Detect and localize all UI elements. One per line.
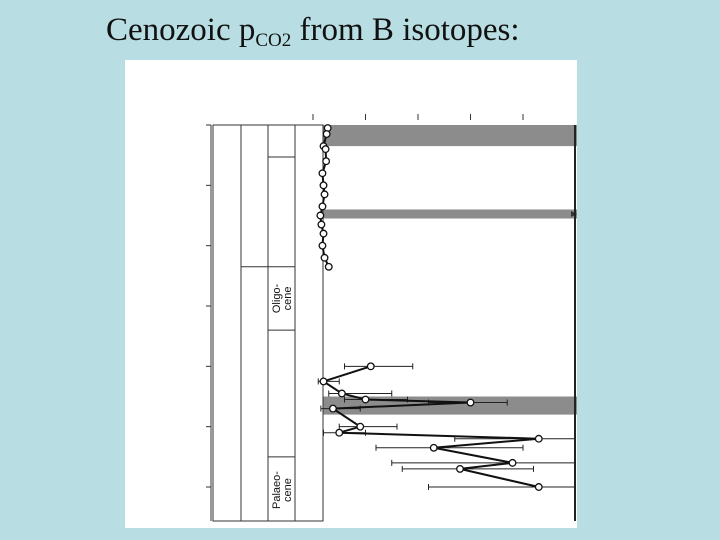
data-point <box>319 377 328 386</box>
data-point <box>328 404 337 413</box>
data-point <box>317 220 326 229</box>
data-point <box>366 362 375 371</box>
data-point <box>321 145 330 154</box>
data-point <box>319 181 328 190</box>
slide-title: Cenozoic pCO2 from B isotopes: <box>106 12 520 52</box>
epoch-label: Oligo-cene <box>271 283 294 313</box>
data-point <box>322 157 331 166</box>
shaded-band <box>323 125 577 147</box>
data-point <box>534 483 543 491</box>
data-point <box>320 190 329 199</box>
title-subscript: CO2 <box>255 30 292 51</box>
data-point <box>466 398 475 407</box>
data-point <box>508 458 517 467</box>
data-point <box>356 422 365 431</box>
data-point <box>335 428 344 437</box>
epoch-label: Palaeo-cene <box>271 471 294 509</box>
shaded-band <box>323 209 577 219</box>
data-point <box>361 395 370 404</box>
data-point <box>324 262 333 271</box>
chart-svg: Oligo-cene Palaeo-cene <box>206 114 577 522</box>
data-point <box>320 253 329 262</box>
title-main: Cenozoic p <box>106 12 256 48</box>
data-point <box>429 443 438 452</box>
data-point <box>318 202 327 211</box>
data-point <box>322 130 331 138</box>
chart-figure: Oligo-cene Palaeo-cene <box>125 60 577 528</box>
data-point <box>319 229 328 238</box>
data-point <box>534 434 543 443</box>
title-rest: from B isotopes: <box>291 12 520 48</box>
data-point <box>316 211 325 220</box>
data-point <box>318 241 327 250</box>
data-point <box>456 464 464 473</box>
data-point <box>318 169 327 178</box>
data-point <box>337 389 346 398</box>
